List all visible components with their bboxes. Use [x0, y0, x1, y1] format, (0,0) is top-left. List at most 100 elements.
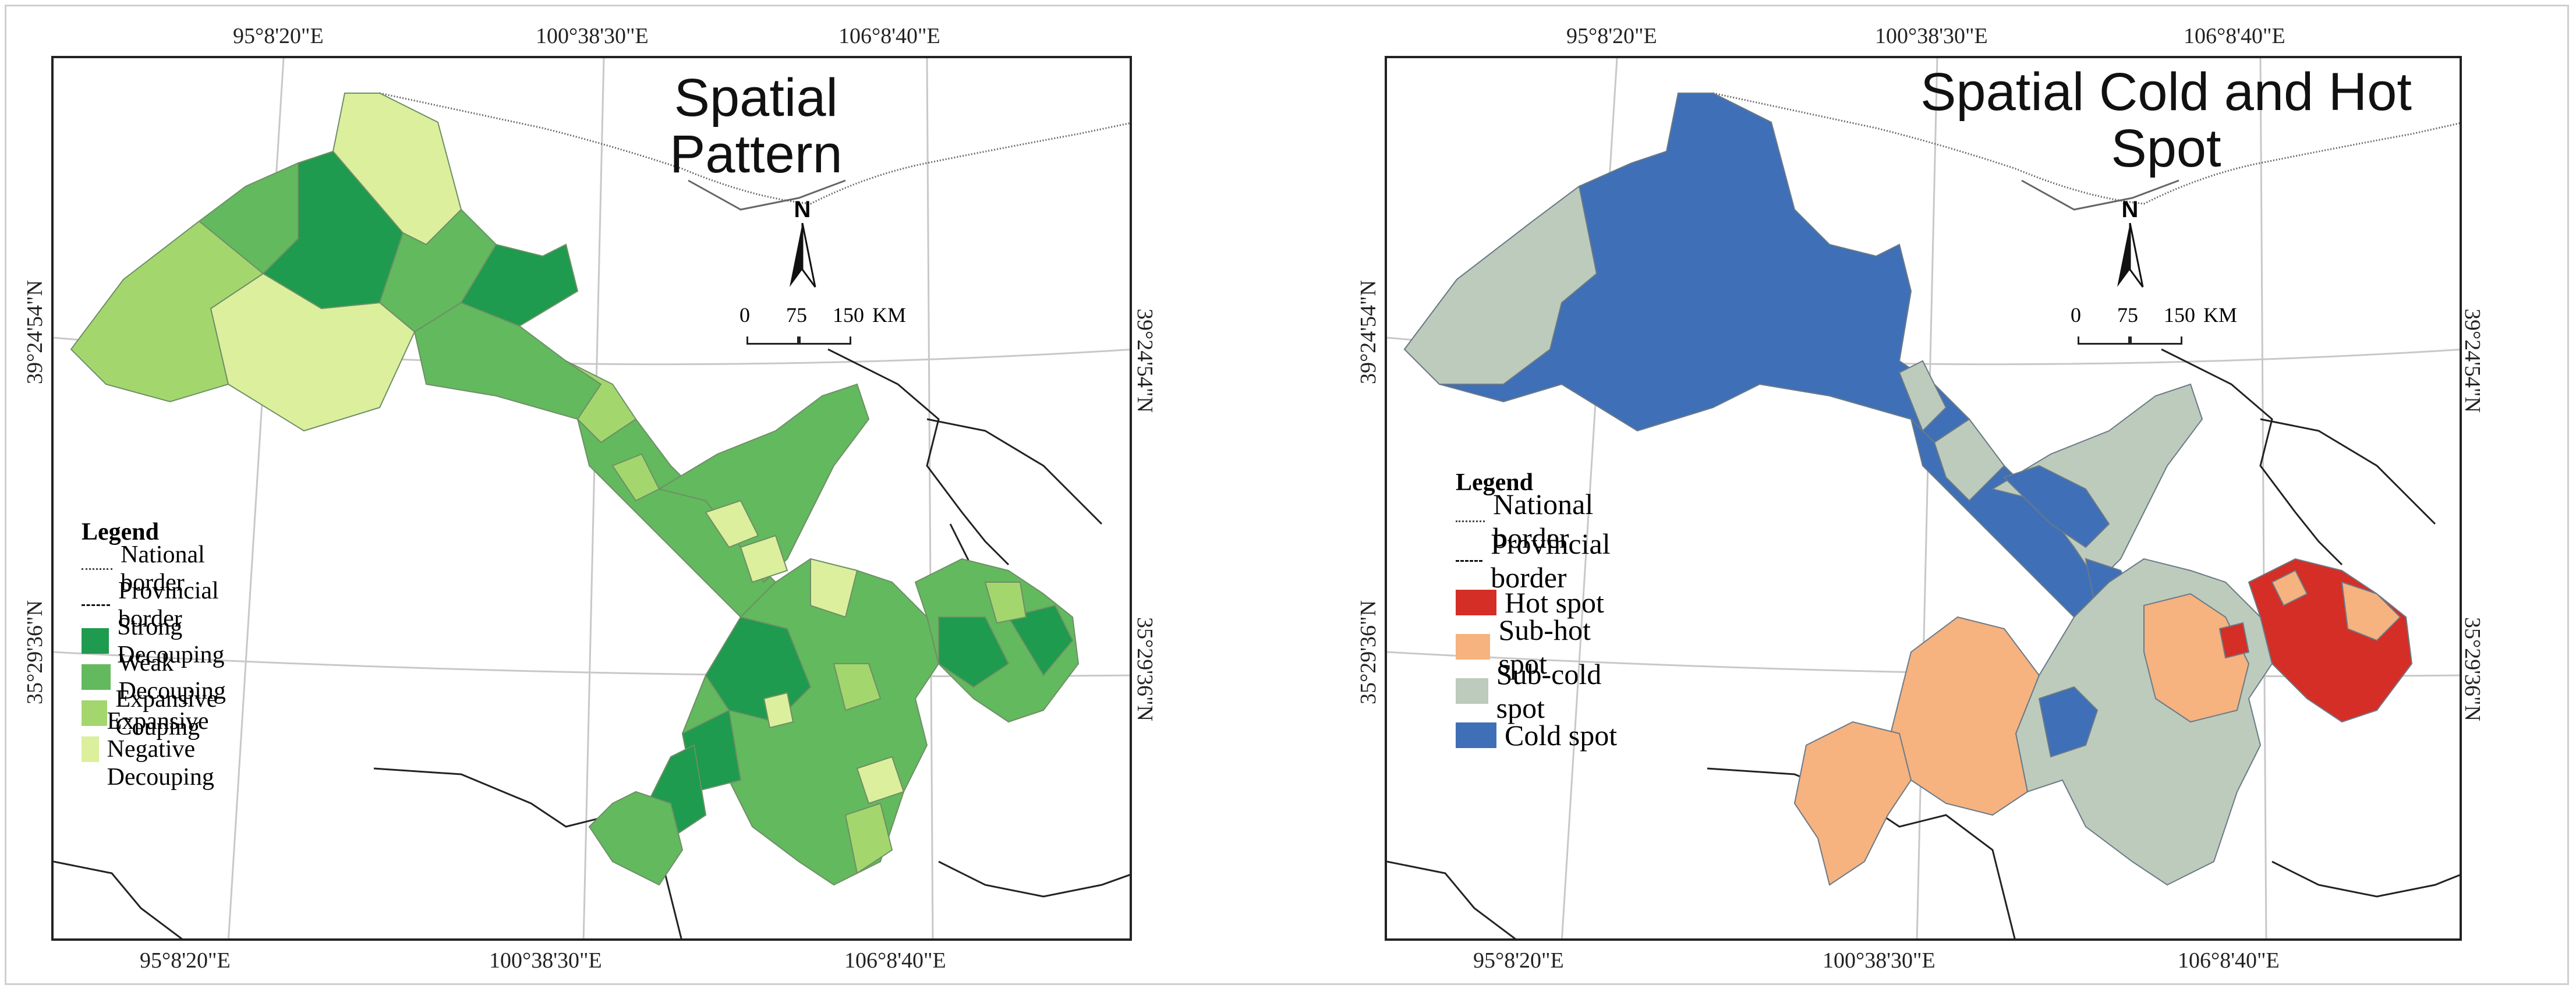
legend-item-weak-decouping: Weak Decouping	[82, 650, 238, 704]
national-border-line	[379, 92, 1130, 205]
legend-swatch	[1456, 678, 1488, 704]
region-sub-hot-spot	[1793, 721, 1912, 886]
left-west-lat2: 35°29'36"N	[23, 600, 47, 704]
legend-label: National border	[1493, 488, 1594, 554]
legend-title: Legend	[82, 519, 160, 545]
left-bottom-lon2: 100°38'30"E	[489, 948, 602, 973]
legend-label: Expansive Negative Decouping	[107, 708, 214, 791]
legend-label: Sub-cold spot	[1496, 658, 1602, 724]
region-sub-cold-spot	[1933, 418, 2005, 502]
left-map-area	[51, 56, 1132, 941]
legend-item-hot-spot: Hot spot	[1456, 580, 1625, 625]
right-east-lat1: 39°24'54"N	[2460, 309, 2485, 413]
region-strong-decouping	[938, 617, 1010, 688]
region-expansive-negative-decouping	[810, 558, 858, 618]
provincial-border-line	[827, 348, 1010, 566]
region-cold-spot	[2003, 465, 2110, 548]
left-legend: Legend National border Provincial border…	[82, 518, 238, 791]
region-expansive-negative-decouping	[856, 756, 905, 805]
right-bottom-lon1: 95°8'20"E	[1473, 948, 1564, 973]
region-expansive-couping	[984, 582, 1027, 624]
legend-label: Sub-hot spot	[1498, 614, 1591, 680]
region-hot-spot	[2218, 622, 2250, 659]
legend-label: Provincial border	[1491, 527, 1611, 594]
scale-segment	[2130, 336, 2182, 345]
legend-item-national-border: National border	[1456, 488, 1625, 554]
region-sub-cold-spot	[1403, 185, 1598, 385]
region-cold-spot	[1403, 93, 1970, 444]
national-border-line	[1712, 92, 2460, 205]
scale-segment	[746, 336, 799, 345]
region-sub-cold-spot	[1898, 360, 1947, 432]
left-top-lon2: 100°38'30"E	[536, 24, 649, 48]
north-letter: N	[2121, 197, 2139, 222]
right-top-lon1: 95°8'20"E	[1566, 24, 1657, 48]
region-expansive-negative-decouping	[739, 534, 788, 583]
right-map-title: Spatial Cold and Hot Spot	[1904, 64, 2428, 176]
scale-unit: KM	[872, 303, 907, 327]
meridian-line	[926, 58, 934, 938]
provincial-borders	[54, 348, 1130, 938]
legend-item-sub-cold-spot: Sub-cold spot	[1456, 658, 1625, 724]
scale-segment	[2078, 336, 2130, 345]
legend-item-strong-decouping: Strong Decouping	[82, 614, 238, 668]
legend-swatch	[82, 664, 111, 690]
region-expansive-couping	[844, 802, 893, 874]
right-legend: Legend National border Provincial border…	[1456, 469, 1625, 757]
left-top-lon1: 95°8'20"E	[233, 24, 324, 48]
scale-tick-75: 75	[2117, 303, 2138, 327]
region-weak-decouping	[588, 791, 684, 886]
right-top-lon2: 100°38'30"E	[1875, 24, 1988, 48]
legend-label: Cold spot	[1505, 719, 1618, 752]
region-sub-cold-spot	[1991, 383, 2203, 583]
national-border-symbol	[1456, 520, 1485, 522]
national-border-symbol	[82, 568, 113, 570]
legend-item-expansive-couping: Expansive Couping	[82, 686, 238, 741]
legend-label: Weak Decouping	[118, 650, 226, 704]
provincial-border-symbol	[1456, 559, 1483, 562]
region-sub-hot-spot	[2341, 581, 2401, 642]
right-west-lat2: 35°29'36"N	[1356, 600, 1381, 704]
right-map-area	[1385, 56, 2462, 941]
left-map-title: Spatial Pattern	[670, 68, 843, 184]
region-strong-decouping	[1007, 604, 1074, 676]
scale-tick-0: 0	[739, 303, 750, 327]
region-expansive-negative-decouping	[763, 692, 794, 729]
left-map-svg	[54, 58, 1130, 938]
figure-frame	[5, 5, 2569, 985]
legend-item-sub-hot-spot: Sub-hot spot	[1456, 614, 1625, 680]
legend-swatch	[82, 628, 109, 654]
legend-item-provincial-border: Provincial border	[1456, 527, 1625, 594]
provincial-border-symbol	[82, 604, 111, 606]
north-arrow-icon	[2117, 222, 2144, 288]
right-bottom-lon2: 100°38'30"E	[1823, 948, 1935, 973]
legend-swatch	[82, 736, 99, 762]
legend-label: National border	[121, 541, 205, 596]
region-sub-hot-spot	[2271, 569, 2308, 607]
scale-tick-150: 150	[833, 303, 864, 327]
meridian-line	[582, 58, 605, 938]
graticule	[54, 58, 1130, 938]
provincial-border-line	[926, 418, 1103, 525]
study-regions	[70, 93, 1080, 886]
scale-tick-75: 75	[786, 303, 807, 327]
right-map-title-line1: Spatial Cold and Hot	[1920, 62, 2412, 122]
provincial-border-line	[2161, 348, 2343, 566]
legend-label: Strong Decouping	[117, 614, 225, 668]
right-north-arrow: N	[2107, 197, 2153, 296]
right-east-lat2: 35°29'36"N	[2460, 617, 2485, 721]
scale-unit: KM	[2203, 303, 2238, 327]
provincial-border-line	[1707, 767, 2016, 938]
right-scale-bar: 0 75 150 KM	[2071, 303, 2257, 349]
national-border-line	[688, 179, 846, 211]
left-bottom-lon3: 106°8'40"E	[844, 948, 946, 973]
legend-swatch	[1456, 634, 1491, 660]
left-scale-bar: 0 75 150 KM	[739, 303, 926, 349]
provincial-border-line	[2271, 860, 2460, 898]
legend-label: Expansive Couping	[115, 686, 218, 741]
right-bottom-lon3: 106°8'40"E	[2178, 948, 2280, 973]
scale-segment	[799, 336, 851, 345]
right-map-title-line2: Spot	[2111, 118, 2221, 178]
left-east-lat1: 39°24'54"N	[1133, 309, 1157, 413]
provincial-border-line	[54, 860, 183, 938]
